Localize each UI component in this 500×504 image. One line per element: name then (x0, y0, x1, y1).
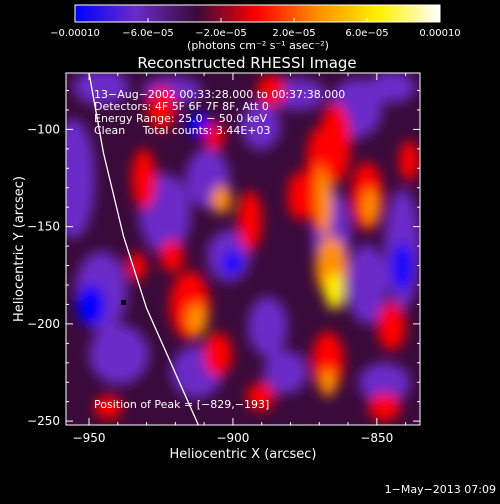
timestamp: 1−May−2013 07:09 (385, 483, 496, 496)
peak-position-label: Position of Peak = [−829,−193] (94, 398, 269, 411)
colorbar-tick-label: 2.0e−05 (272, 28, 315, 39)
colorbar-tick-label: 0.00010 (419, 28, 460, 39)
chart-title: Reconstructed RHESSI Image (137, 54, 356, 72)
colorbar-ticks: −0.00010 −6.0e−05 −2.0e−05 2.0e−05 6.0e−05 0.… (50, 18, 461, 39)
colorbar-unit-label: (photons cm⁻² s⁻¹ asec⁻²) (187, 39, 329, 52)
heatmap-area (66, 73, 420, 425)
plot-frame (65, 72, 421, 426)
x-tick-label: −900 (216, 431, 249, 445)
colorbar-tick-label: −2.0e−05 (195, 28, 247, 39)
colorbar (74, 4, 441, 23)
y-tick-label: −100 (27, 122, 60, 136)
x-axis-label: Heliocentric X (arcsec) (170, 447, 317, 462)
y-tick-label: −150 (27, 220, 60, 234)
y-tick-label: −200 (27, 317, 60, 331)
y-tick-label: −250 (27, 414, 60, 428)
solar-limb-curve (88, 73, 199, 425)
annotation-energy-range: Energy Range: 25.0 − 50.0 keV (94, 112, 268, 125)
colorbar-tick-label: −0.00010 (50, 28, 100, 39)
colorbar-tick-label: −6.0e−05 (122, 28, 174, 39)
x-tick-labels: −950−900−850−800 (73, 431, 394, 445)
axis-ticks (66, 73, 420, 425)
peak-marker (121, 299, 127, 305)
x-tick-label: −850 (360, 431, 393, 445)
y-tick-labels: −100 −150 −200 −250 (27, 122, 60, 428)
x-tick-label: −950 (73, 431, 106, 445)
annotation-time-range: 13−Aug−2002 00:33:28.000 to 00:37:38.000 (94, 88, 345, 101)
annotation-clean-counts: Clean Total counts: 3.44E+03 (94, 124, 271, 137)
colorbar-tick-label: 6.0e−05 (345, 28, 388, 39)
y-axis-label: Heliocentric Y (arcsec) (12, 176, 27, 322)
annotation-detectors: Detectors: 4F 5F 6F 7F 8F, Att 0 (94, 100, 269, 113)
